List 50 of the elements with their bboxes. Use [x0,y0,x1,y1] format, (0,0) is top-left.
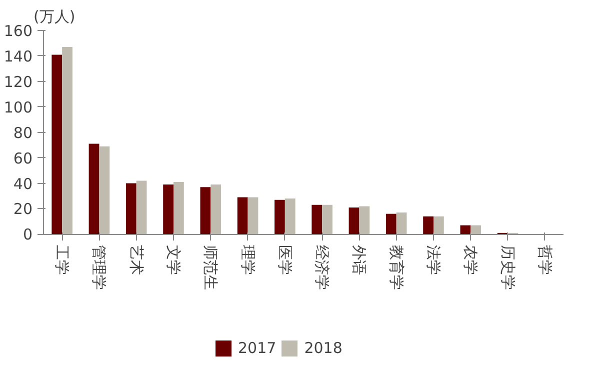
x-tick-label: 文学 [164,245,182,276]
x-tick-label: 艺术 [127,245,146,276]
x-tick-label: 哲学 [536,245,554,276]
y-tick-label: 100 [4,98,33,116]
x-tick-label: 法学 [424,245,442,276]
x-tick-label: 教育学 [387,245,406,290]
y-tick-label: 80 [13,124,33,142]
bar [126,183,136,234]
bar [52,54,62,234]
bar [99,146,110,234]
bar [163,184,174,234]
bar [284,198,296,234]
bar [322,204,332,234]
y-tick-label: 140 [4,47,33,66]
x-tick-label: 师范生 [202,245,220,290]
bar [359,206,370,234]
bar [248,197,258,234]
bar [460,225,471,234]
bar [88,144,100,234]
bar [62,47,72,234]
y-tick-label: 60 [13,149,33,168]
bar [237,197,248,234]
bar [312,204,322,234]
bar [200,187,211,234]
bar [136,180,147,234]
bar [274,200,285,234]
y-tick-label: 20 [13,200,33,218]
x-tick-label: 农学 [462,245,480,276]
bar [348,207,360,234]
legend-label: 2018 [304,339,342,357]
x-tick-label: 工学 [53,245,72,276]
x-tick-label: 医学 [276,245,294,276]
bar [396,212,407,234]
x-tick-label: 历史学 [498,245,517,290]
y-axis-title: (万人) [34,8,76,26]
x-tick-label: 外语 [350,245,368,276]
y-tick-label: 0 [22,226,33,244]
x-tick-label: 经济学 [313,245,332,290]
x-tick-label: 理学 [238,245,257,276]
y-tick-label: 160 [4,22,33,40]
bar [386,214,396,234]
y-tick-label: 120 [4,72,33,91]
x-tick-label: 管理学 [90,245,108,290]
bar [434,216,444,234]
bar [470,225,482,234]
bar [210,184,222,234]
bar [174,182,184,234]
legend-label: 2017 [238,339,276,357]
y-tick-label: 40 [13,174,33,193]
bar [423,216,434,234]
